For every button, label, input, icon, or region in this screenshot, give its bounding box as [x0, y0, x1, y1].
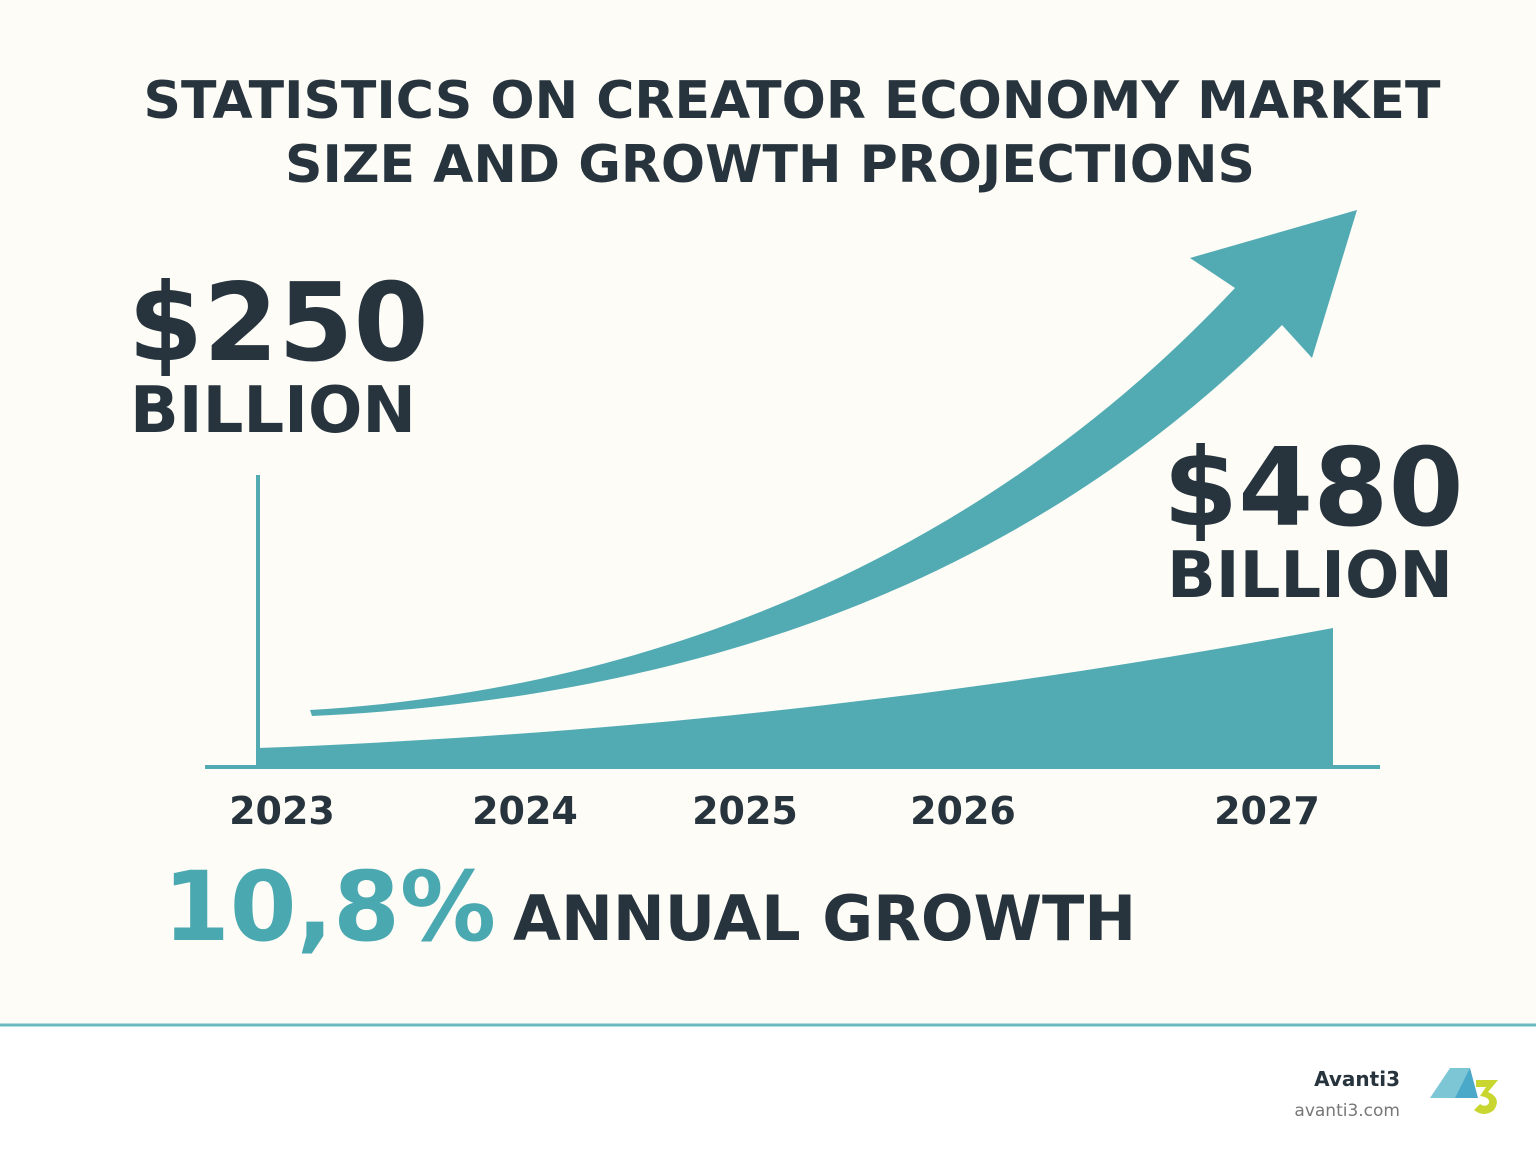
- year-label: 2025: [692, 789, 798, 833]
- brand-logo: [1430, 1068, 1498, 1114]
- growth-arrow: [310, 210, 1357, 716]
- year-label: 2026: [910, 789, 1016, 833]
- end-amount: $480: [1163, 426, 1464, 551]
- year-label: 2024: [472, 789, 578, 833]
- growth-label: ANNUAL GROWTH: [513, 882, 1136, 955]
- start-unit: BILLION: [130, 374, 416, 448]
- growth-rate: 10,8%: [163, 851, 496, 963]
- start-amount: $250: [128, 261, 429, 386]
- year-labels: 2023 2024 2025 2026 2027: [229, 789, 1320, 833]
- growth-area: [258, 628, 1333, 767]
- title-line: SIZE AND GROWTH PROJECTIONS: [285, 135, 1255, 195]
- footer-background: [0, 1025, 1536, 1154]
- end-unit: BILLION: [1167, 539, 1453, 613]
- year-label: 2027: [1214, 789, 1320, 833]
- year-label: 2023: [229, 789, 335, 833]
- title-line: STATISTICS ON CREATOR ECONOMY MARKET: [144, 71, 1441, 131]
- brand-name: Avanti3: [1314, 1067, 1400, 1091]
- brand-url: avanti3.com: [1294, 1101, 1400, 1121]
